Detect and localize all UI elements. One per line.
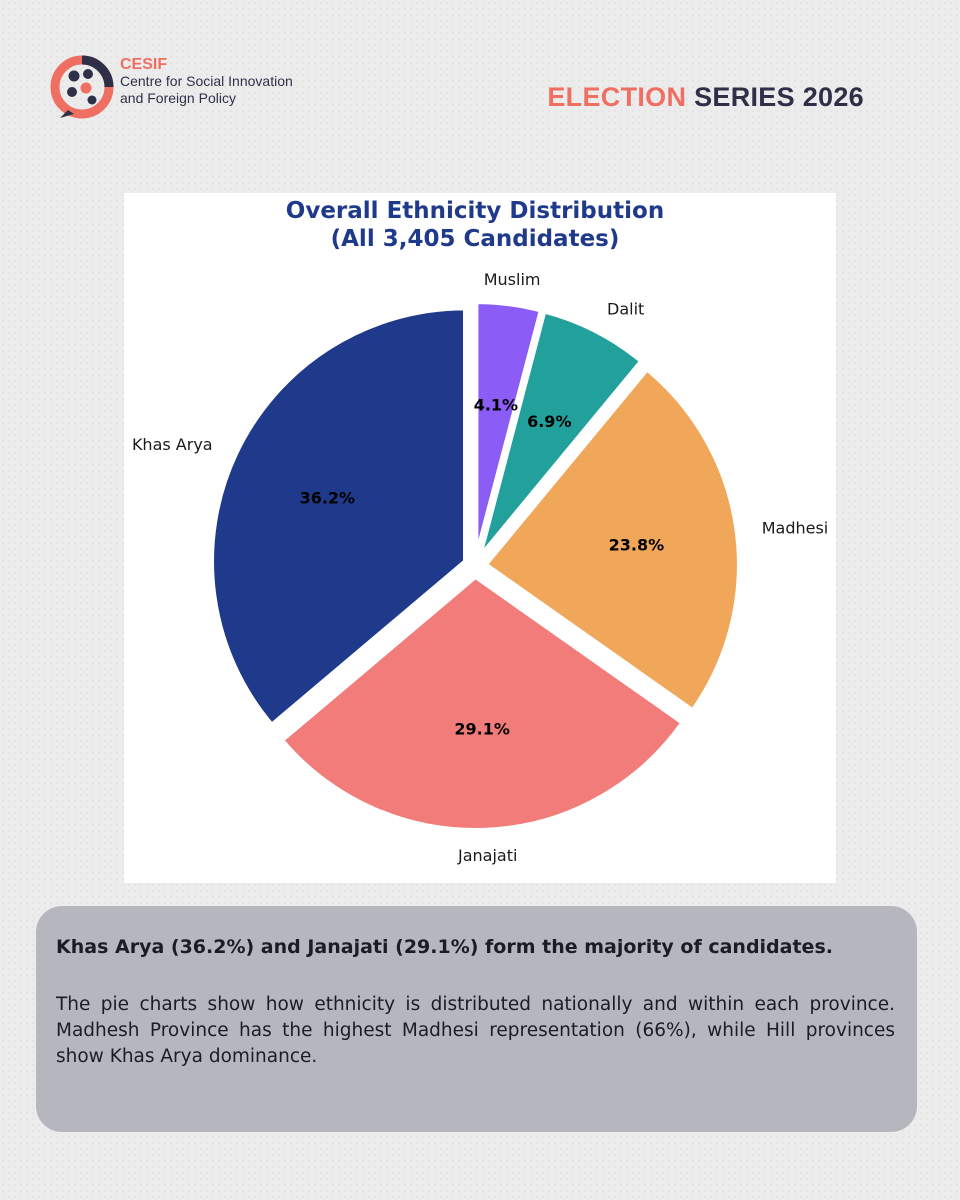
- series-highlight: ELECTION: [547, 82, 687, 112]
- chart-title-line1: Overall Ethnicity Distribution: [286, 198, 664, 224]
- cesif-logo-icon: [50, 55, 114, 119]
- summary-body: The pie charts show how ethnicity is dis…: [56, 994, 895, 1067]
- slice-label-khas-arya: Khas Arya: [132, 435, 213, 454]
- pie-slice-khas-arya: [210, 306, 468, 727]
- pie-chart: Overall Ethnicity Distribution (All 3,40…: [132, 198, 829, 865]
- pct-label-khas-arya: 36.2%: [300, 488, 356, 507]
- brand-name-line2: and Foreign Policy: [120, 90, 236, 106]
- pie-slice-muslim: [474, 300, 543, 558]
- slice-label-madhesi: Madhesi: [762, 519, 829, 538]
- pie-slice-madhesi: [483, 367, 741, 713]
- series-rest: SERIES 2026: [694, 82, 864, 112]
- pct-label-muslim: 4.1%: [474, 396, 518, 415]
- brand-block: CESIF Centre for Social Innovation and F…: [120, 56, 293, 107]
- pct-label-dalit: 6.9%: [527, 412, 571, 431]
- slice-label-dalit: Dalit: [607, 300, 644, 319]
- chart-card: Overall Ethnicity Distribution (All 3,40…: [124, 193, 836, 883]
- summary-panel: Khas Arya (36.2%) and Janajati (29.1%) f…: [36, 906, 917, 1132]
- pie-slice-dalit: [478, 309, 644, 559]
- chart-title-line2: (All 3,405 Candidates): [331, 226, 620, 252]
- pie-slice-janajati: [280, 574, 685, 832]
- slice-label-janajati: Janajati: [457, 846, 517, 865]
- pct-label-madhesi: 23.8%: [609, 535, 665, 554]
- brand-name-line1: Centre for Social Innovation: [120, 73, 293, 89]
- summary-headline: Khas Arya (36.2%) and Janajati (29.1%) f…: [56, 936, 833, 958]
- brand-acronym: CESIF: [120, 56, 168, 73]
- pct-label-janajati: 29.1%: [454, 720, 510, 739]
- series-title: ELECTION SERIES 2026: [547, 82, 864, 113]
- slice-label-muslim: Muslim: [484, 270, 541, 289]
